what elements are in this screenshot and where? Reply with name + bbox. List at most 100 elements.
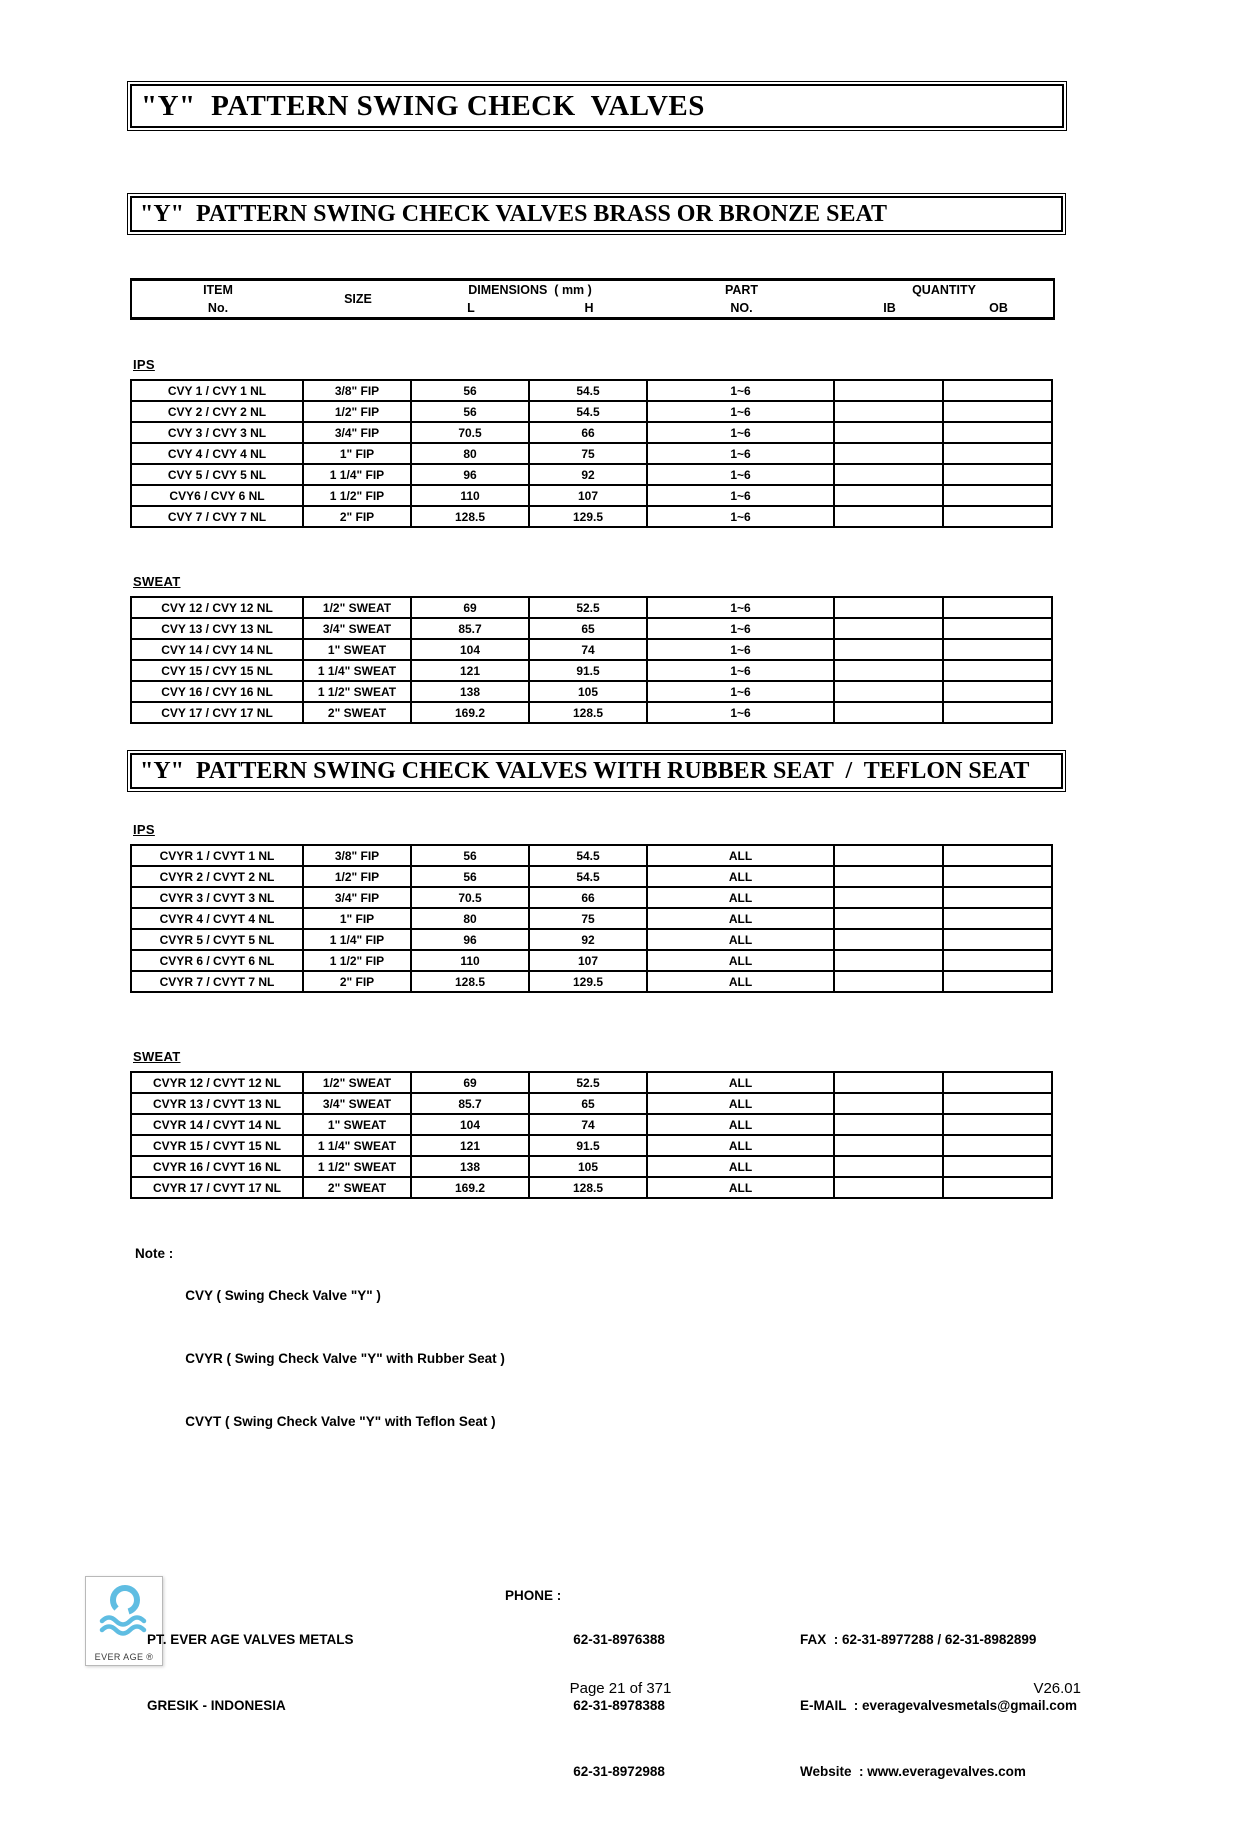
table-cell: 1/2" SWEAT xyxy=(302,596,412,619)
table-row: CVY 15 / CVY 15 NL 1 1/4" SWEAT 121 91.5 1~6 xyxy=(130,659,1053,682)
section-title-rubber-teflon-seat: "Y" PATTERN SWING CHECK VALVES WITH RUBB… xyxy=(127,750,1066,792)
version-label: V26.01 xyxy=(1033,1680,1081,1697)
table-cell: CVYR 17 / CVYT 17 NL xyxy=(130,1176,304,1199)
table-cell: 1~6 xyxy=(646,638,835,661)
table-cell: 56 xyxy=(410,400,530,423)
table-cell: 91.5 xyxy=(528,659,648,682)
table-cell: CVYR 16 / CVYT 16 NL xyxy=(130,1155,304,1178)
table-cell: 70.5 xyxy=(410,886,530,909)
table-cell: ALL xyxy=(646,1176,835,1199)
table-cell: CVY 3 / CVY 3 NL xyxy=(130,421,304,444)
table-cell: 107 xyxy=(528,484,648,507)
table-cell: ALL xyxy=(646,1092,835,1115)
table-cell: 56 xyxy=(410,844,530,867)
table-cell xyxy=(942,865,1053,888)
note-line: CVYT ( Swing Check Valve "Y" with Teflon… xyxy=(185,1414,496,1429)
table-row: CVY 13 / CVY 13 NL 3/4" SWEAT 85.7 65 1~6 xyxy=(130,617,1053,640)
table-cell xyxy=(942,421,1053,444)
table-cell: 66 xyxy=(528,421,648,444)
table-cell xyxy=(942,484,1053,507)
table-cell xyxy=(942,379,1053,402)
table-row: CVYR 17 / CVYT 17 NL 2" SWEAT 169.2 128.5 AL… xyxy=(130,1176,1053,1199)
table-cell: 1 1/2" FIP xyxy=(302,949,412,972)
table-cell: ALL xyxy=(646,1113,835,1136)
table-cell xyxy=(942,442,1053,465)
table-cell: ALL xyxy=(646,1071,835,1094)
table-cell: 1~6 xyxy=(646,379,835,402)
table-cell xyxy=(833,865,944,888)
table-row: CVY 17 / CVY 17 NL 2" SWEAT 169.2 128.5 1~6 xyxy=(130,701,1053,724)
table-cell: 80 xyxy=(410,907,530,930)
table-cell: 1" FIP xyxy=(302,907,412,930)
note-line: CVY ( Swing Check Valve "Y" ) xyxy=(185,1288,381,1303)
table-cell: 104 xyxy=(410,638,530,661)
table-cell xyxy=(942,400,1053,423)
col-header-ob: OB xyxy=(989,301,1008,315)
table-cell: ALL xyxy=(646,949,835,972)
table-cell: 138 xyxy=(410,680,530,703)
table-row: CVY 1 / CVY 1 NL 3/8" FIP 56 54.5 1~6 xyxy=(130,379,1053,402)
table-cell: 105 xyxy=(528,680,648,703)
table-cell: 1~6 xyxy=(646,442,835,465)
table-cell: 1~6 xyxy=(646,463,835,486)
table-cell: CVYR 13 / CVYT 13 NL xyxy=(130,1092,304,1115)
table-cell: CVYR 2 / CVYT 2 NL xyxy=(130,865,304,888)
table-cell: CVY 13 / CVY 13 NL xyxy=(130,617,304,640)
table-cell: CVYR 7 / CVYT 7 NL xyxy=(130,970,304,993)
table-cell: CVY 4 / CVY 4 NL xyxy=(130,442,304,465)
phone-number: 62-31-8976388 xyxy=(573,1632,665,1647)
table-cell xyxy=(942,505,1053,528)
table-cell xyxy=(833,680,944,703)
table-row: CVYR 5 / CVYT 5 NL 1 1/4" FIP 96 92 ALL xyxy=(130,928,1053,951)
table-row: CVYR 3 / CVYT 3 NL 3/4" FIP 70.5 66 ALL xyxy=(130,886,1053,909)
table-cell: 75 xyxy=(528,442,648,465)
table-cell xyxy=(942,844,1053,867)
table-cell: 3/4" SWEAT xyxy=(302,617,412,640)
company-location: GRESIK - INDONESIA xyxy=(147,1698,286,1713)
table-ips-brass: CVY 1 / CVY 1 NL 3/8" FIP 56 54.5 1~6 CVY 2 /… xyxy=(130,379,1053,528)
table-cell xyxy=(942,949,1053,972)
table-cell xyxy=(942,617,1053,640)
fax-line: FAX : 62-31-8977288 / 62-31-8982899 xyxy=(800,1632,1037,1647)
col-header-item: ITEM xyxy=(203,283,233,297)
table-cell xyxy=(942,1176,1053,1199)
table-cell xyxy=(833,421,944,444)
table-cell xyxy=(942,1155,1053,1178)
phone-label: PHONE : xyxy=(505,1588,562,1603)
table-row: CVY6 / CVY 6 NL 1 1/2" FIP 110 107 1~6 xyxy=(130,484,1053,507)
table-cell xyxy=(942,680,1053,703)
swan-wave-icon xyxy=(96,1581,152,1646)
table-cell: 1~6 xyxy=(646,659,835,682)
everage-logo: EVER AGE ® xyxy=(85,1576,163,1666)
table-cell xyxy=(942,659,1053,682)
table-cell xyxy=(942,1134,1053,1157)
table-cell xyxy=(833,949,944,972)
table-column-header: ITEM SIZE DIMENSIONS ( mm ) PART QUANTIT… xyxy=(130,278,1055,320)
page-title: "Y" PATTERN SWING CHECK VALVES xyxy=(127,81,1067,131)
table-cell: CVY 1 / CVY 1 NL xyxy=(130,379,304,402)
table-cell xyxy=(942,970,1053,993)
table-cell: 54.5 xyxy=(528,865,648,888)
table-cell: 52.5 xyxy=(528,596,648,619)
table-cell: 74 xyxy=(528,638,648,661)
table-cell: 3/8" FIP xyxy=(302,379,412,402)
table-cell: 52.5 xyxy=(528,1071,648,1094)
col-header-part: PART xyxy=(724,283,759,297)
table-cell: 92 xyxy=(528,463,648,486)
table-cell: CVY 15 / CVY 15 NL xyxy=(130,659,304,682)
table-cell: 1 1/4" FIP xyxy=(302,463,412,486)
table-sweat-rubber-teflon: CVYR 12 / CVYT 12 NL 1/2" SWEAT 69 52.5 ALL C… xyxy=(130,1071,1053,1199)
col-header-h: H xyxy=(584,301,594,315)
table-cell xyxy=(833,379,944,402)
table-cell: ALL xyxy=(646,970,835,993)
table-cell: 128.5 xyxy=(410,505,530,528)
table-cell: CVY 12 / CVY 12 NL xyxy=(130,596,304,619)
table-cell: 80 xyxy=(410,442,530,465)
table-cell: 85.7 xyxy=(410,1092,530,1115)
table-row: CVY 2 / CVY 2 NL 1/2" FIP 56 54.5 1~6 xyxy=(130,400,1053,423)
table-cell: ALL xyxy=(646,865,835,888)
table-cell: 54.5 xyxy=(528,379,648,402)
table-cell: 1" SWEAT xyxy=(302,1113,412,1136)
email-line: E-MAIL : everagevalvesmetals@gmail.com xyxy=(800,1698,1078,1713)
table-cell xyxy=(942,928,1053,951)
